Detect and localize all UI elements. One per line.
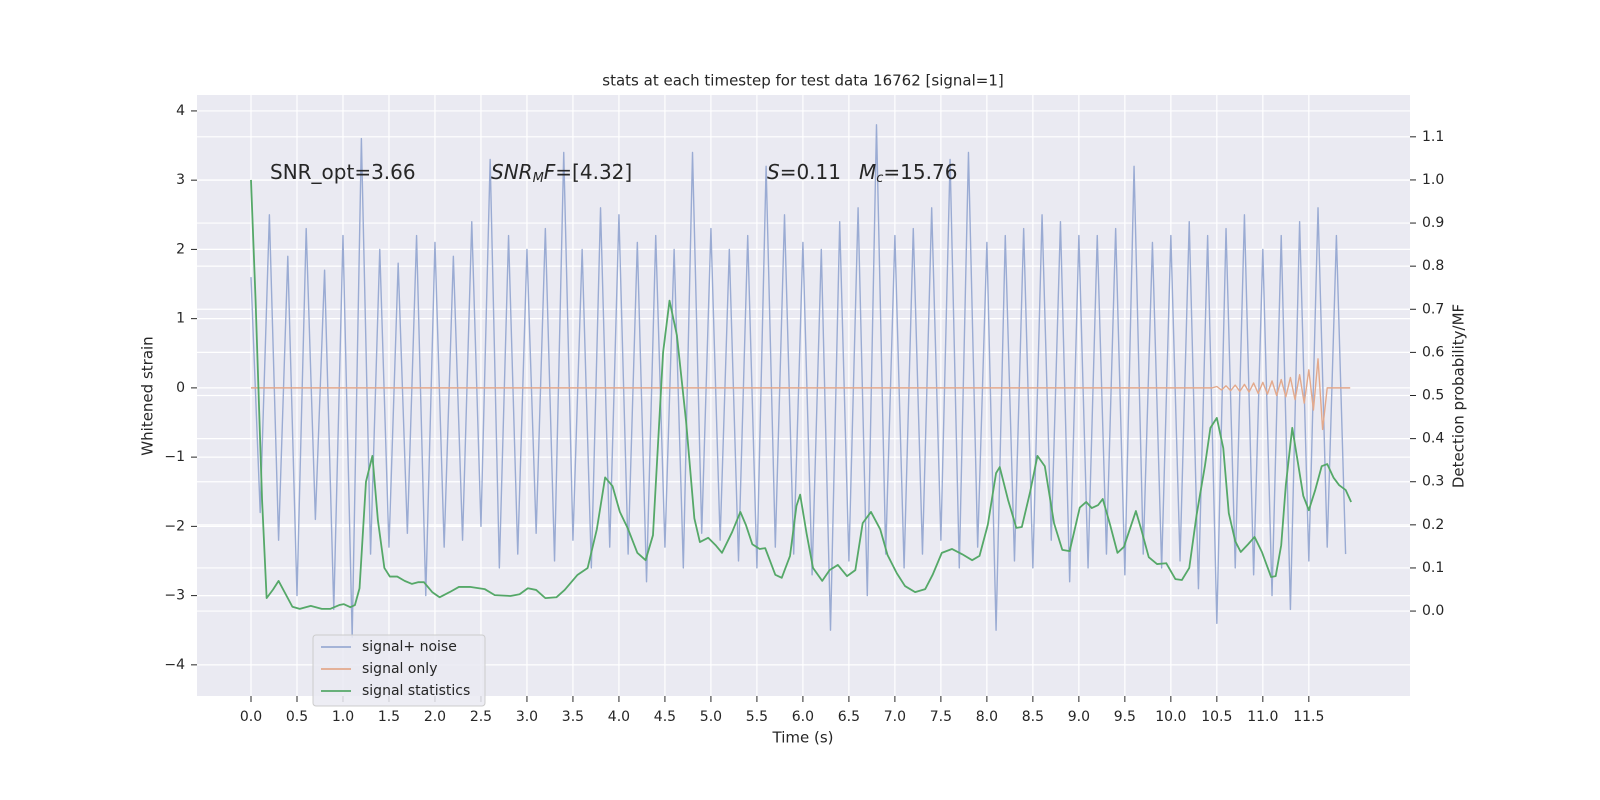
x-tick-label: 5.5 bbox=[746, 709, 768, 725]
x-tick-label: 2.5 bbox=[470, 709, 492, 725]
x-tick-label: 7.5 bbox=[930, 709, 952, 725]
marks bbox=[250, 124, 1352, 638]
annotation-part: S bbox=[767, 160, 780, 184]
annotation-part: SNR_opt=3.66 bbox=[270, 160, 416, 184]
x-tick-label: 2.0 bbox=[424, 709, 446, 725]
y-tick-label: 1 bbox=[176, 311, 185, 327]
y-tick-label: −4 bbox=[164, 657, 185, 673]
annotation-part: M bbox=[859, 160, 876, 184]
y2-tick-label: 0.3 bbox=[1422, 474, 1444, 490]
x-tick-label: 11.5 bbox=[1293, 709, 1324, 725]
annotation: SNR_opt=3.66 bbox=[270, 160, 416, 184]
x-tick-label: 8.0 bbox=[976, 709, 998, 725]
x-tick-label: 11.0 bbox=[1247, 709, 1278, 725]
annotation-part: SNR bbox=[491, 160, 533, 184]
series-line bbox=[250, 179, 1352, 610]
legend-label: signal only bbox=[362, 661, 437, 677]
chart-title: stats at each timestep for test data 167… bbox=[602, 72, 1003, 90]
x-tick-label: 8.5 bbox=[1022, 709, 1044, 725]
legend-label: signal statistics bbox=[362, 683, 470, 699]
y2-tick-label: 0.0 bbox=[1422, 603, 1444, 619]
y-tick-label: 2 bbox=[176, 241, 185, 257]
x-tick-label: 7.0 bbox=[884, 709, 906, 725]
x-tick-label: 0.5 bbox=[286, 709, 308, 725]
y-tick-label: 4 bbox=[176, 103, 185, 119]
y-axis-label: Whitened strain bbox=[139, 336, 157, 455]
x-tick-label: 3.5 bbox=[562, 709, 584, 725]
x-tick-label: 6.5 bbox=[838, 709, 860, 725]
x-tick-label: 4.0 bbox=[608, 709, 630, 725]
x-tick-label: 1.0 bbox=[332, 709, 354, 725]
series-line bbox=[250, 358, 1351, 431]
x-tick-label: 5.0 bbox=[700, 709, 722, 725]
y2-tick-label: 0.7 bbox=[1422, 301, 1444, 317]
annotation-part: F bbox=[544, 160, 556, 184]
annotation: S=0.11 bbox=[767, 160, 841, 184]
y-tick-label: 0 bbox=[176, 380, 185, 396]
annotation-part: c bbox=[876, 171, 883, 186]
y2-tick-label: 0.4 bbox=[1422, 431, 1444, 447]
y2-tick-label: 1.0 bbox=[1422, 172, 1444, 188]
x-tick-label: 10.5 bbox=[1201, 709, 1232, 725]
annotation: SNRMF=[4.32] bbox=[491, 160, 632, 186]
annotation-part: M bbox=[533, 171, 544, 186]
y2-tick-label: 0.6 bbox=[1422, 344, 1444, 360]
y2-tick-label: 0.8 bbox=[1422, 258, 1444, 274]
x-tick-label: 4.5 bbox=[654, 709, 676, 725]
annotation-part: =[4.32] bbox=[555, 160, 632, 184]
y-tick-label: −2 bbox=[164, 518, 185, 534]
x-tick-label: 3.0 bbox=[516, 709, 538, 725]
y-tick-label: 3 bbox=[176, 172, 185, 188]
x-tick-label: 10.0 bbox=[1155, 709, 1186, 725]
annotation-part: =0.11 bbox=[780, 160, 841, 184]
labels: 0.0 0.5 1.0 1.5 2.0 2.5 3.0 3.5 4.0 4.5 5.0 5.5 6.0 6… bbox=[164, 103, 1444, 725]
y2-tick-label: 0.2 bbox=[1422, 517, 1444, 533]
y2-axis-label: Detection probability/MF bbox=[1450, 304, 1468, 488]
legend-label: signal+ noise bbox=[362, 639, 457, 655]
y2-tick-label: 0.9 bbox=[1422, 215, 1444, 231]
series-line bbox=[250, 124, 1347, 638]
legend-box bbox=[312, 634, 486, 707]
annotation-part: =15.76 bbox=[883, 160, 957, 184]
x-tick-label: 9.0 bbox=[1068, 709, 1090, 725]
y2-tick-label: 1.1 bbox=[1422, 129, 1444, 145]
x-tick-label: 0.0 bbox=[240, 709, 262, 725]
y-tick-label: −3 bbox=[164, 588, 185, 604]
x-tick-label: 9.5 bbox=[1114, 709, 1136, 725]
x-tick-label: 6.0 bbox=[792, 709, 814, 725]
x-tick-label: 1.5 bbox=[378, 709, 400, 725]
y2-tick-label: 0.1 bbox=[1422, 560, 1444, 576]
y-tick-label: −1 bbox=[164, 449, 185, 465]
y2-tick-label: 0.5 bbox=[1422, 388, 1444, 404]
x-axis-label: Time (s) bbox=[772, 729, 834, 747]
annotation: Mc=15.76 bbox=[859, 160, 957, 186]
